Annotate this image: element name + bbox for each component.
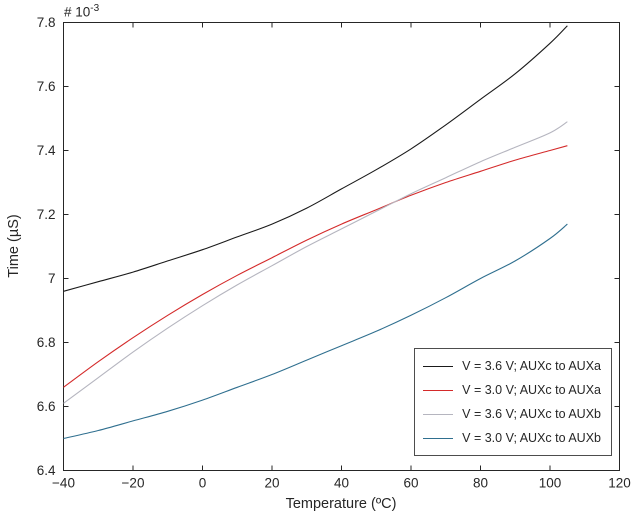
y-tick-label: 6.4 xyxy=(37,463,56,478)
series-line xyxy=(63,25,568,292)
y-tick-label: 7.6 xyxy=(37,79,56,94)
x-axis-label: Temperature (ºC) xyxy=(285,496,397,512)
legend-label: V = 3.6 V; AUXc to AUXb xyxy=(462,407,601,421)
x-tick-label: 120 xyxy=(608,476,631,491)
y-tick-label: 7.2 xyxy=(37,207,56,222)
x-tick-label: −40 xyxy=(52,476,75,491)
legend-line-sample xyxy=(423,413,454,415)
x-tick-label: 20 xyxy=(264,476,279,491)
y-tick-label: 6.6 xyxy=(37,399,56,414)
legend-line-sample xyxy=(423,389,454,391)
legend: V = 3.6 V; AUXc to AUXa V = 3.0 V; AUXc … xyxy=(414,348,612,456)
legend-label: V = 3.0 V; AUXc to AUXb xyxy=(462,431,601,445)
x-tick-label: 0 xyxy=(199,476,207,491)
legend-label: V = 3.6 V; AUXc to AUXa xyxy=(462,359,601,373)
x-tick-label: −20 xyxy=(122,476,145,491)
legend-item: V = 3.6 V; AUXc to AUXa xyxy=(423,354,601,378)
series-line xyxy=(63,145,568,388)
x-tick-label: 60 xyxy=(403,476,418,491)
axis-exponent-label: # 10-3 xyxy=(64,3,99,20)
legend-item: V = 3.6 V; AUXc to AUXb xyxy=(423,402,601,426)
legend-line-sample xyxy=(423,437,454,439)
series-line xyxy=(63,223,568,440)
series-line xyxy=(63,121,568,404)
y-tick-label: 7.4 xyxy=(37,143,56,158)
x-tick-label: 80 xyxy=(473,476,488,491)
legend-item: V = 3.0 V; AUXc to AUXb xyxy=(423,426,601,450)
legend-line-sample xyxy=(423,365,454,367)
y-tick-label: 7 xyxy=(48,271,56,286)
exponent-prefix: # 10 xyxy=(64,4,91,20)
y-tick-label: 7.8 xyxy=(37,15,56,30)
exponent-superscript: -3 xyxy=(90,3,100,14)
legend-label: V = 3.0 V; AUXc to AUXa xyxy=(462,383,601,397)
x-tick-label: 40 xyxy=(334,476,349,491)
x-tick-label: 100 xyxy=(539,476,562,491)
legend-item: V = 3.0 V; AUXc to AUXa xyxy=(423,378,601,402)
y-tick-label: 6.8 xyxy=(37,335,56,350)
